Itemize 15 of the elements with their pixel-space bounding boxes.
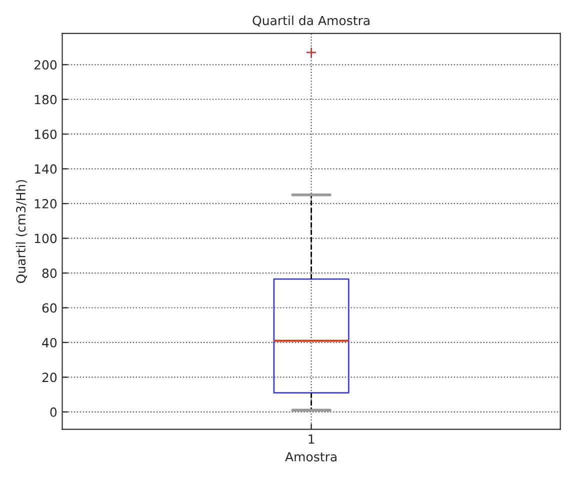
y-tick-label: 80 [42,268,57,278]
y-tick-label: 60 [42,303,57,313]
chart-title: Quartil da Amostra [252,16,370,27]
y-tick-label: 0 [50,407,57,417]
y-tick-label: 20 [42,372,57,382]
y-tick-label: 140 [34,164,57,174]
y-tick-label: 120 [34,199,57,208]
x-axis-title: Amostra [285,452,336,462]
y-tick-label: 200 [34,60,57,70]
y-tick-label: 160 [34,130,57,140]
y-tick-label: 180 [34,94,57,104]
x-tick-label: 1 [308,434,314,444]
y-axis-title: Quartil (cm3/Hh) [16,180,28,283]
y-tick-label: 100 [34,234,57,244]
y-tick-label: 40 [42,338,57,348]
